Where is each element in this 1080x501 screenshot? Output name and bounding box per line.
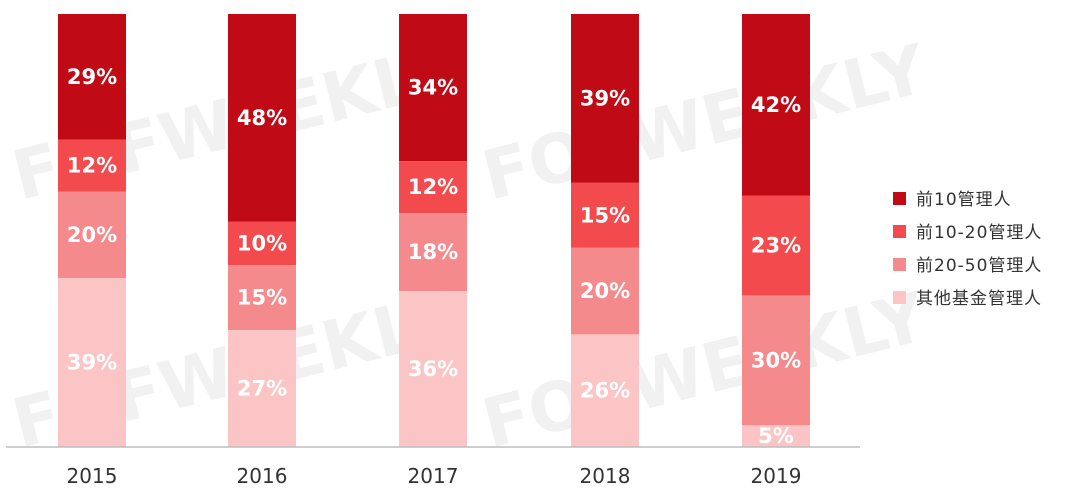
- data-label-2016-s3: 15%: [237, 286, 287, 310]
- data-label-2015-s4: 39%: [67, 351, 117, 375]
- bars-layer: [58, 14, 810, 447]
- bar-segment-2019-s3: [742, 295, 810, 426]
- data-label-2016-s4: 27%: [237, 377, 287, 401]
- bar-segment-2019-s1: [742, 14, 810, 196]
- data-label-2016-s1: 48%: [237, 106, 287, 130]
- x-tick-2017: 2017: [408, 464, 459, 488]
- bar-segment-2016-s4: [228, 330, 296, 447]
- legend-label-s1: 前10管理人: [916, 190, 1012, 210]
- watermark-text: FOFWEEKLY: [475, 278, 935, 464]
- bar-segment-2017-s4: [399, 291, 467, 447]
- bar-segment-2018-s2: [571, 182, 639, 248]
- data-label-2016-s2: 10%: [237, 231, 287, 255]
- data-label-2017-s3: 18%: [408, 240, 458, 264]
- x-tick-labels: 2015 2016 2017 2018 2019: [67, 464, 802, 488]
- data-label-2019-s4: 5%: [758, 424, 794, 448]
- bar-segment-2018-s3: [571, 247, 639, 335]
- bar-segment-2016-s1: [228, 14, 296, 222]
- data-label-2018-s3: 20%: [580, 279, 630, 303]
- legend-label-s4: 其他基金管理人: [916, 289, 1042, 309]
- legend-swatch-s1: [893, 192, 906, 205]
- data-label-2017-s1: 34%: [408, 76, 458, 100]
- watermark-text: FOFWEEKLY: [475, 30, 935, 216]
- bar-segment-2016-s2: [228, 221, 296, 266]
- bar-segment-2017-s1: [399, 14, 467, 162]
- data-label-2018-s4: 26%: [580, 379, 630, 403]
- data-label-2015-s1: 29%: [67, 65, 117, 89]
- data-label-2019-s3: 30%: [751, 348, 801, 372]
- bar-segment-2015-s3: [58, 191, 126, 279]
- bar-segment-2019-s2: [742, 195, 810, 296]
- bar-segment-2018-s1: [571, 14, 639, 183]
- data-label-2018-s1: 39%: [580, 86, 630, 110]
- bar-labels-layer: 29% 12% 20% 39% 48% 10% 15% 27% 34% 12% 18% 36% 39% 1…: [67, 65, 801, 448]
- bar-segment-2017-s2: [399, 161, 467, 214]
- bar-segment-2015-s4: [58, 278, 126, 447]
- data-label-2017-s2: 12%: [408, 175, 458, 199]
- bar-segment-2019-s4: [742, 425, 810, 447]
- bar-segment-2018-s4: [571, 334, 639, 447]
- x-tick-2018: 2018: [580, 464, 631, 488]
- x-tick-2019: 2019: [751, 464, 802, 488]
- data-label-2018-s2: 15%: [580, 203, 630, 227]
- x-tick-2015: 2015: [67, 464, 118, 488]
- data-label-2015-s2: 12%: [67, 154, 117, 178]
- x-tick-2016: 2016: [237, 464, 288, 488]
- legend-label-s2: 前10-20管理人: [916, 223, 1042, 243]
- data-label-2019-s1: 42%: [751, 93, 801, 117]
- legend-swatch-s2: [893, 225, 906, 238]
- bar-segment-2017-s3: [399, 213, 467, 292]
- bar-segment-2015-s1: [58, 14, 126, 140]
- data-label-2019-s2: 23%: [751, 234, 801, 258]
- bar-segment-2015-s2: [58, 139, 126, 192]
- legend-swatch-s3: [893, 258, 906, 271]
- bar-segment-2016-s3: [228, 265, 296, 331]
- data-label-2017-s4: 36%: [408, 357, 458, 381]
- legend-label-s3: 前20-50管理人: [916, 256, 1042, 276]
- data-label-2015-s3: 20%: [67, 223, 117, 247]
- legend-swatch-s4: [893, 291, 906, 304]
